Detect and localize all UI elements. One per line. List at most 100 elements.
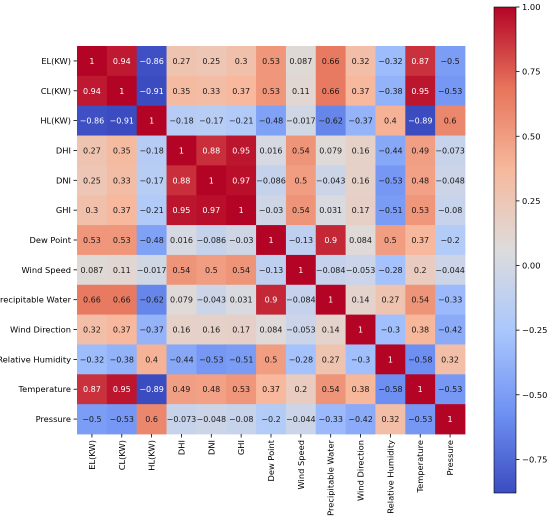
cell-value-label: −0.053 — [346, 266, 376, 275]
cell-value-label: −0.086 — [256, 176, 286, 185]
column-label: Pressure — [445, 440, 455, 475]
cell-value-label: −0.053 — [286, 326, 316, 335]
cell-value-label: 0.2 — [414, 266, 427, 275]
column-label: HL(KW) — [147, 440, 157, 471]
cell-value-label: 0.37 — [262, 385, 280, 394]
heatmap-cell — [345, 344, 376, 375]
heatmap-cell — [196, 165, 227, 196]
heatmap-cell — [345, 165, 376, 196]
heatmap-cell — [375, 284, 406, 316]
row-label: Pressure — [36, 414, 71, 424]
cell-value-label: 0.87 — [411, 57, 429, 66]
heatmap-cell — [405, 225, 436, 256]
cell-value-label: 0.4 — [384, 117, 397, 126]
heatmap-cell — [405, 254, 436, 286]
cell-value-label: 0.37 — [352, 87, 370, 96]
cell-value-label: 0.49 — [411, 146, 429, 155]
colorbar-tick-label: 0.75 — [522, 67, 540, 77]
heatmap-cell — [375, 374, 406, 405]
column-label: EL(KW) — [87, 440, 97, 470]
heatmap-cell — [256, 46, 287, 77]
cell-value-label: 0.25 — [202, 57, 220, 66]
cell-value-label: −0.17 — [139, 176, 164, 185]
heatmap-cell — [435, 135, 466, 166]
cell-value-label: −0.91 — [139, 87, 164, 96]
cell-value-label: 0.88 — [202, 146, 220, 155]
colorbar: 1.00 0.75 0.50 0.25 0.00 −0.25 −0.50 −0.75 — [493, 2, 547, 494]
row-label: Precipitable Water — [0, 295, 72, 305]
cell-value-label: −0.51 — [229, 355, 254, 364]
cell-value-label: 0.17 — [232, 326, 250, 335]
cell-value-label: −0.53 — [199, 355, 224, 364]
cell-value-label: −0.86 — [80, 117, 105, 126]
cell-value-label: 0.25 — [83, 176, 101, 185]
heatmap-cell — [136, 135, 167, 166]
cell-value-label: −0.32 — [378, 57, 403, 66]
cell-value-label: 1 — [358, 326, 363, 335]
heatmap-cell — [226, 165, 257, 196]
heatmap-cell — [315, 195, 347, 226]
cell-value-label: 0.3 — [235, 57, 248, 66]
heatmap-cell — [285, 254, 317, 286]
heatmap-cell — [226, 404, 257, 435]
column-label: Wind Speed — [296, 440, 306, 490]
cell-value-label: 0.54 — [322, 385, 340, 394]
heatmap-cell — [345, 284, 376, 316]
cell-value-label: −0.48 — [259, 117, 284, 126]
cell-value-label: −0.13 — [259, 266, 284, 275]
cell-value-label: −0.37 — [139, 326, 164, 335]
heatmap-cell — [345, 374, 376, 405]
colorbar-tick-label: −0.75 — [522, 454, 547, 464]
row-label: EL(KW) — [41, 56, 71, 66]
cell-value-label: 1 — [149, 117, 154, 126]
cell-value-label: 0.16 — [352, 146, 370, 155]
cell-value-label: 0.079 — [170, 296, 193, 305]
heatmap-cell — [136, 344, 167, 375]
cell-value-label: −0.5 — [82, 415, 101, 424]
heatmap-cell — [405, 284, 436, 316]
heatmap-cell — [315, 225, 347, 256]
cell-value-label: 0.95 — [232, 146, 250, 155]
heatmap-cell — [166, 195, 197, 226]
cell-value-label: 0.49 — [173, 385, 191, 394]
cell-value-label: 0.54 — [232, 266, 250, 275]
heatmap-cell — [405, 344, 436, 375]
cell-value-label: 0.14 — [352, 296, 370, 305]
heatmap-cell — [226, 254, 257, 286]
cell-value-label: 0.37 — [113, 206, 131, 215]
cell-value-label: −0.043 — [316, 176, 346, 185]
cell-value-label: 0.6 — [145, 415, 158, 424]
cell-value-label: 0.031 — [319, 206, 342, 215]
heatmap-cell — [226, 135, 257, 166]
heatmap-cell — [77, 254, 108, 286]
cell-value-label: 0.16 — [352, 176, 370, 185]
column-label: Dew Point — [266, 439, 276, 481]
row-label: DNI — [56, 175, 71, 185]
cell-value-label: 0.6 — [444, 117, 457, 126]
cell-value-label: −0.42 — [438, 326, 463, 335]
cell-value-label: 0.031 — [230, 296, 253, 305]
heatmap-cell — [136, 404, 167, 435]
cell-value-label: 0.32 — [381, 415, 399, 424]
cell-value-label: −0.53 — [110, 415, 135, 424]
heatmap-cell — [435, 404, 466, 435]
row-label: Wind Direction — [10, 325, 71, 335]
cell-value-label: 1 — [328, 296, 333, 305]
cell-value-label: −0.33 — [318, 415, 343, 424]
heatmap-cell — [77, 46, 108, 77]
heatmap-cell — [345, 195, 376, 226]
cell-value-label: 1 — [119, 87, 124, 96]
cell-value-label: 0.27 — [322, 355, 340, 364]
cell-value-label: −0.084 — [286, 296, 316, 305]
cell-value-label: −0.18 — [139, 146, 164, 155]
cell-value-label: 0.53 — [411, 206, 429, 215]
cell-value-label: 0.32 — [441, 355, 459, 364]
heatmap-cell — [435, 195, 466, 226]
cell-value-label: 0.37 — [113, 326, 131, 335]
cell-value-label: 0.37 — [232, 87, 250, 96]
row-label: Wind Speed — [22, 265, 72, 275]
cell-value-label: −0.38 — [110, 355, 135, 364]
heatmap-cell — [166, 105, 197, 136]
cell-value-label: 0.87 — [83, 385, 101, 394]
cell-value-label: −0.084 — [316, 266, 346, 275]
